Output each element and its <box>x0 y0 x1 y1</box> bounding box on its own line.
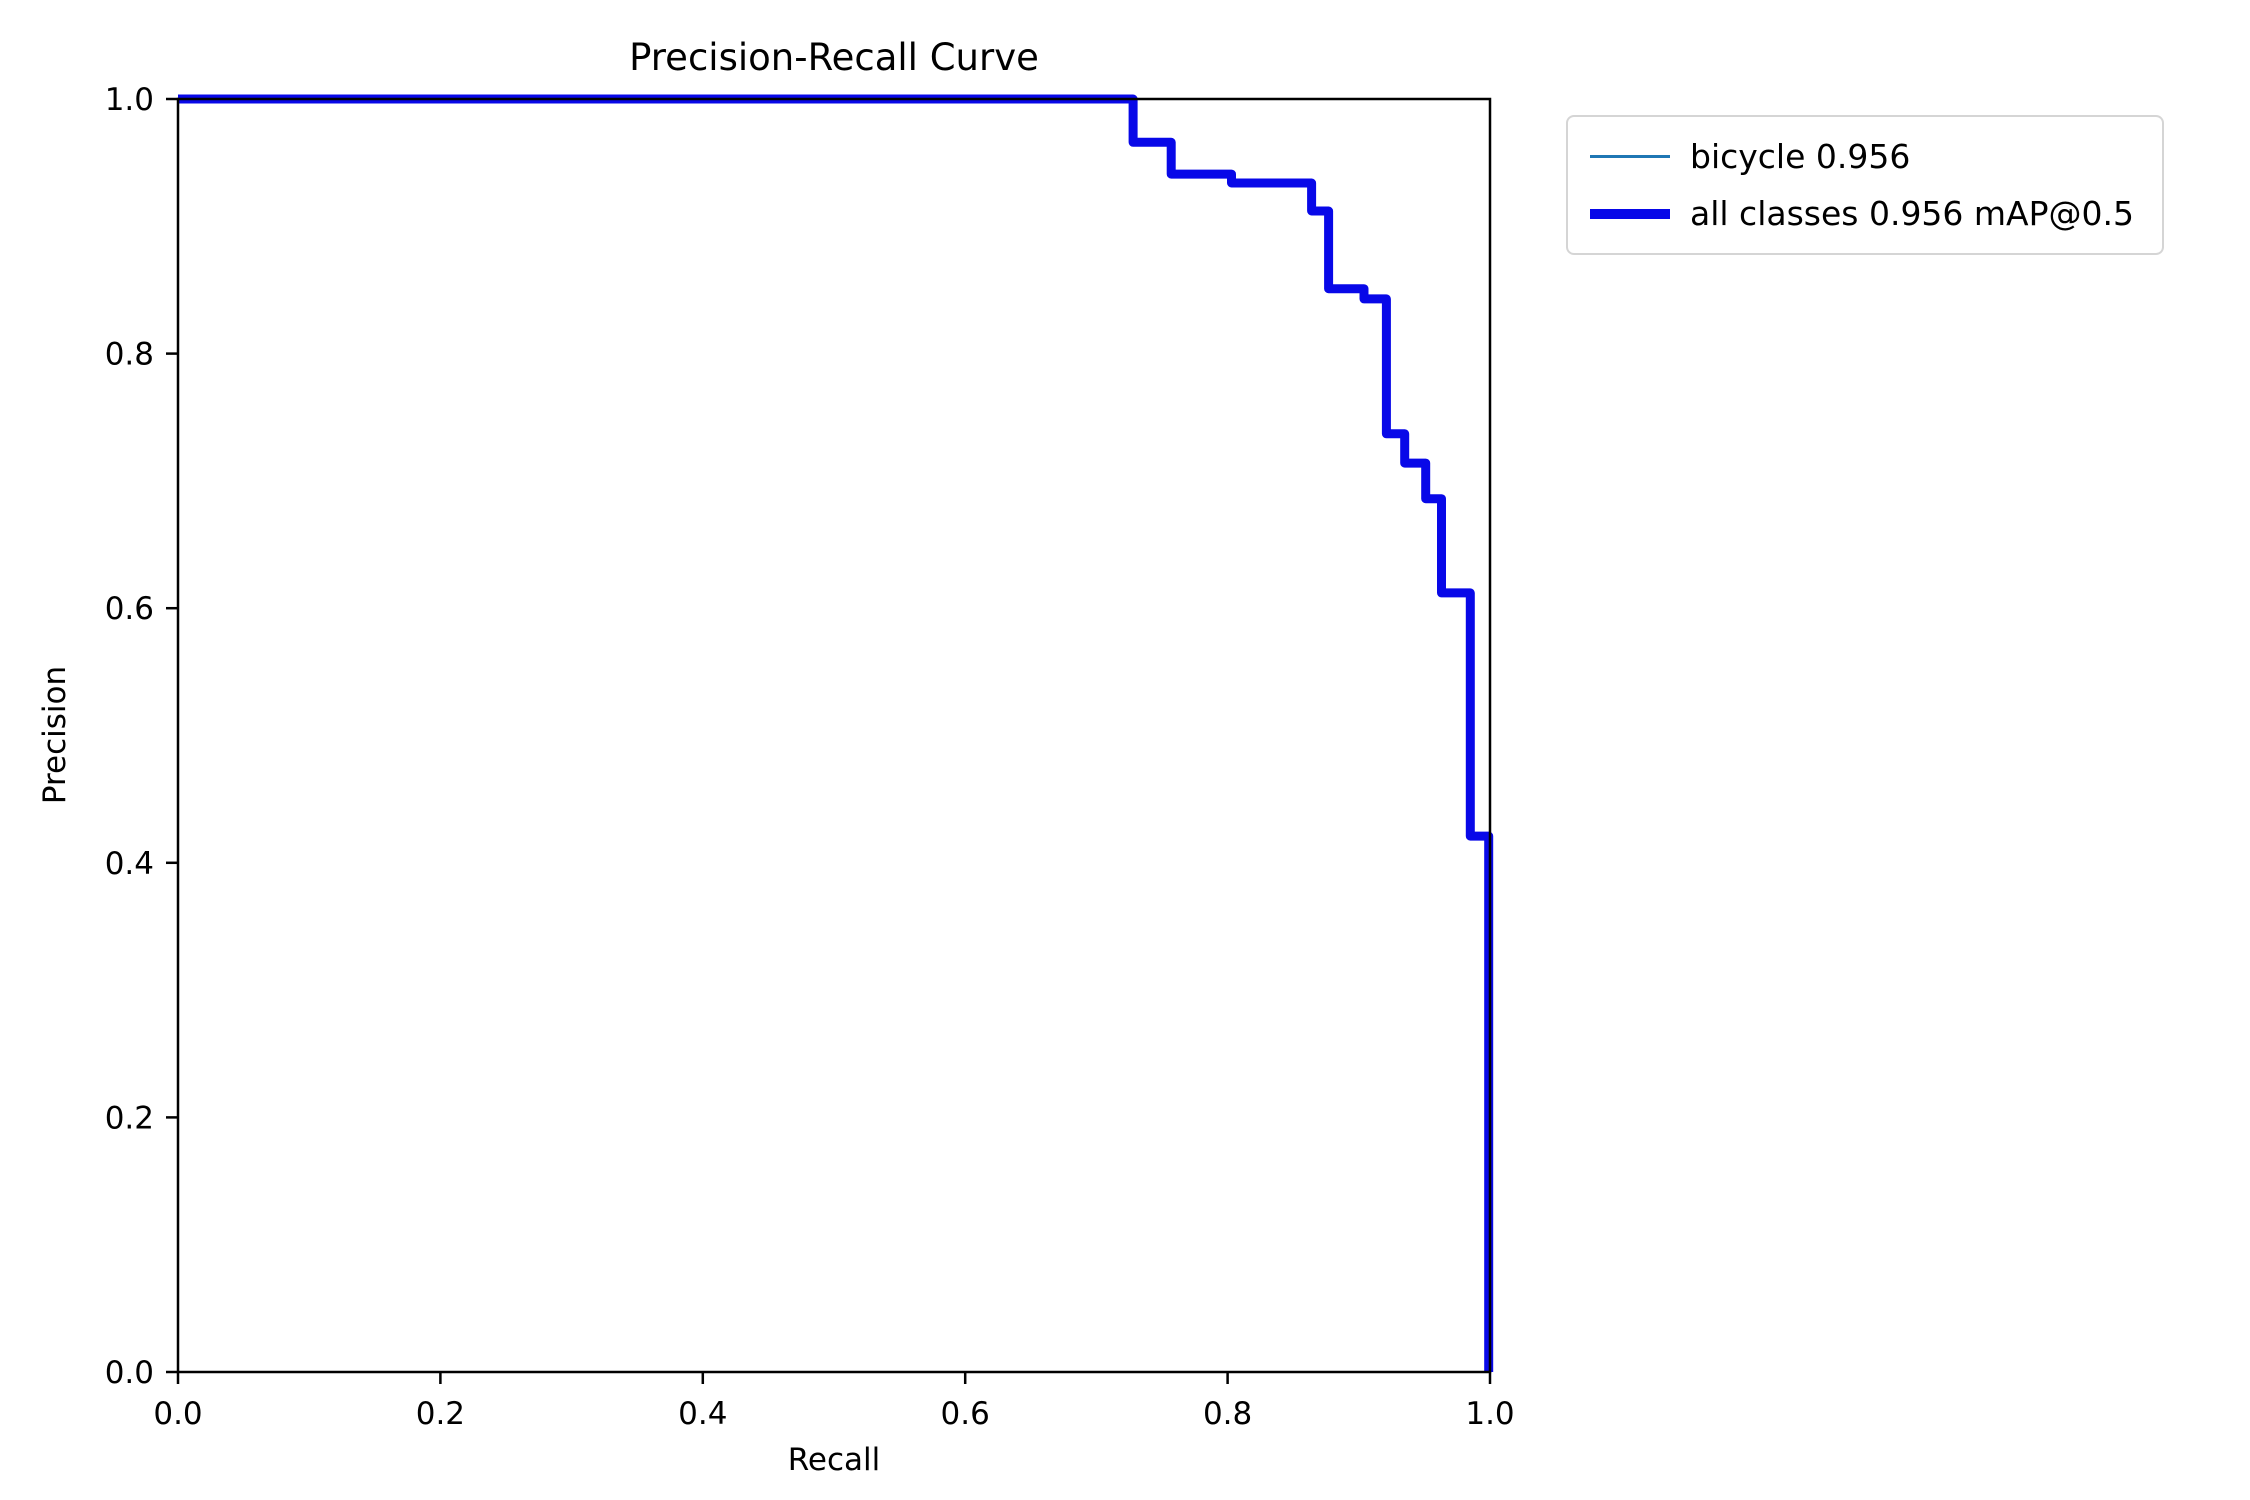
pr-curve-bicycle <box>178 97 1490 1372</box>
legend-label-all-classes: all classes 0.956 mAP@0.5 <box>1690 194 2135 233</box>
y-tick-label: 0.0 <box>105 1355 154 1391</box>
y-tick-label: 0.6 <box>105 591 154 627</box>
x-tick-label: 0.0 <box>153 1396 202 1432</box>
y-tick-label: 0.4 <box>105 846 154 882</box>
legend: bicycle 0.956 all classes 0.956 mAP@0.5 <box>1566 115 2165 255</box>
x-tick-label: 1.0 <box>1465 1396 1514 1432</box>
y-tick-label: 1.0 <box>105 82 154 118</box>
bicycle-line-swatch <box>1590 155 1670 158</box>
legend-item-all-classes: all classes 0.956 mAP@0.5 <box>1590 194 2134 233</box>
plot-border <box>176 97 1492 1374</box>
chart-title: Precision-Recall Curve <box>629 36 1039 79</box>
pr-curve-all-classes <box>178 94 1494 1372</box>
x-tick-label: 0.4 <box>678 1396 727 1432</box>
all-classes-line-swatch <box>1590 208 1670 219</box>
x-tick-label: 0.8 <box>1203 1396 1252 1432</box>
x-tick-label: 0.2 <box>416 1396 465 1432</box>
x-axis-label: Recall <box>787 1442 881 1478</box>
y-tick-label: 0.8 <box>105 337 154 373</box>
legend-label-bicycle: bicycle 0.956 <box>1690 137 1911 176</box>
legend-item-bicycle: bicycle 0.956 <box>1590 137 2134 176</box>
x-tick-label: 0.6 <box>941 1396 990 1432</box>
y-tick-label: 0.2 <box>105 1100 154 1136</box>
